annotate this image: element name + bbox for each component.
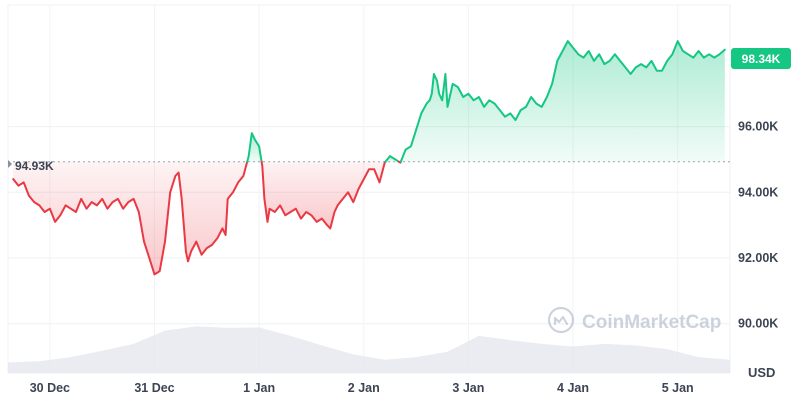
x-axis-labels: 30 Dec 31 Dec 1 Jan 2 Jan 3 Jan 4 Jan 5 Jan [30,381,694,395]
y-tick-label: 96.00K [738,120,778,134]
x-tick-label: 4 Jan [557,381,589,395]
volume-fill [8,326,730,373]
price-lines [12,40,726,276]
price-area-above-baseline [400,41,725,162]
baseline-price-label: 94.93K [15,159,54,173]
price-line-above-baseline [399,40,726,163]
y-tick-label: 92.00K [738,251,778,265]
y-axis-labels: 96.00K 94.00K 92.00K 90.00K [738,120,778,331]
volume-area [8,326,730,373]
coinmarketcap-watermark: CoinMarketCap [547,306,721,334]
baseline-marker-icon [8,160,12,168]
x-tick-label: 30 Dec [30,381,70,395]
price-area-fills [13,41,725,275]
x-tick-label: 31 Dec [134,381,174,395]
coinmarketcap-logo-icon [547,306,575,334]
current-price-label: 98.34K [742,52,781,66]
price-line-above-baseline [384,155,400,163]
x-tick-label: 5 Jan [662,381,694,395]
x-tick-label: 3 Jan [452,381,484,395]
x-tick-label: 2 Jan [348,381,380,395]
currency-unit-label: USD [748,365,775,380]
price-area-above-baseline [247,133,262,162]
current-price-badge-bg [731,48,791,69]
price-line-below-baseline [260,160,387,230]
baseline-price-tag: 94.93K [8,159,54,173]
price-area-below-baseline [13,161,248,275]
watermark-text: CoinMarketCap [582,312,721,333]
current-price-badge: 98.34K [731,48,791,69]
price-area-below-baseline [261,161,386,229]
y-tick-label: 90.00K [738,317,778,331]
y-tick-label: 94.00K [738,185,778,199]
price-line-above-baseline [246,132,263,163]
price-line-below-baseline [12,160,249,276]
x-tick-label: 1 Jan [243,381,275,395]
